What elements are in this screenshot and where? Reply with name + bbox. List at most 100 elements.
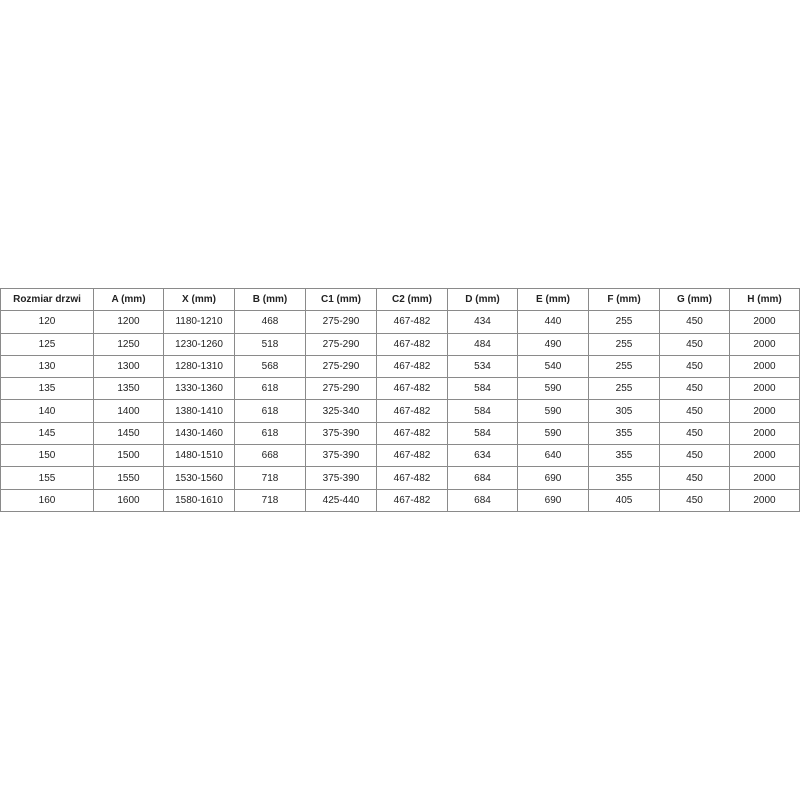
table-cell: 1350 — [93, 377, 164, 401]
table-cell: 450 — [659, 421, 730, 446]
table-cell: 160 — [0, 488, 94, 512]
table-cell: 690 — [517, 488, 589, 512]
column-header: D (mm) — [447, 287, 518, 312]
column-header: A (mm) — [93, 287, 164, 312]
table-cell: 467-482 — [376, 377, 448, 401]
table-cell: 1480-1510 — [163, 444, 235, 468]
table-cell: 1250 — [93, 332, 164, 356]
table-row: 140 1400 1380-1410 618 325-340 467-482 584 590 3… — [0, 399, 800, 423]
table-cell: 618 — [234, 377, 306, 401]
table-cell: 1530-1560 — [163, 466, 235, 490]
table-cell: 1280-1310 — [163, 354, 235, 379]
table-cell: 2000 — [729, 354, 800, 379]
table-row: 125 1250 1230-1260 518 275-290 467-482 484 490 2… — [0, 332, 800, 356]
table-cell: 375-390 — [305, 444, 377, 468]
table-cell: 275-290 — [305, 332, 377, 356]
column-header: E (mm) — [517, 287, 589, 312]
table-cell: 2000 — [729, 310, 800, 334]
table-cell: 305 — [588, 399, 660, 423]
table-row: 160 1600 1580-1610 718 425-440 467-482 684 690 4… — [0, 488, 800, 512]
table-cell: 718 — [234, 466, 306, 490]
table-cell: 425-440 — [305, 488, 377, 512]
table-cell: 718 — [234, 488, 306, 512]
table-cell: 1600 — [93, 488, 164, 512]
table-cell: 618 — [234, 421, 306, 446]
table-cell: 125 — [0, 332, 94, 356]
column-header: F (mm) — [588, 287, 660, 312]
table-cell: 690 — [517, 466, 589, 490]
table-cell: 2000 — [729, 488, 800, 512]
table-cell: 450 — [659, 444, 730, 468]
table-row: 155 1550 1530-1560 718 375-390 467-482 684 690 3… — [0, 466, 800, 490]
table-cell: 1580-1610 — [163, 488, 235, 512]
table-cell: 255 — [588, 310, 660, 334]
table-cell: 375-390 — [305, 421, 377, 446]
table-cell: 634 — [447, 444, 518, 468]
table-cell: 434 — [447, 310, 518, 334]
table-cell: 145 — [0, 421, 94, 446]
table-cell: 2000 — [729, 466, 800, 490]
table-cell: 450 — [659, 466, 730, 490]
table-cell: 1430-1460 — [163, 421, 235, 446]
table-cell: 590 — [517, 377, 589, 401]
table-cell: 467-482 — [376, 354, 448, 379]
table-row: 120 1200 1180-1210 468 275-290 467-482 434 440 2… — [0, 310, 800, 334]
table-cell: 568 — [234, 354, 306, 379]
table-cell: 275-290 — [305, 377, 377, 401]
table-cell: 684 — [447, 488, 518, 512]
table-cell: 255 — [588, 354, 660, 379]
column-header: H (mm) — [729, 287, 800, 312]
table-cell: 1230-1260 — [163, 332, 235, 356]
table-cell: 1450 — [93, 421, 164, 446]
table-cell: 155 — [0, 466, 94, 490]
table-cell: 255 — [588, 377, 660, 401]
table-cell: 518 — [234, 332, 306, 356]
table-row: 150 1500 1480-1510 668 375-390 467-482 634 640 3… — [0, 444, 800, 468]
table-cell: 467-482 — [376, 488, 448, 512]
table-cell: 120 — [0, 310, 94, 334]
table-cell: 355 — [588, 421, 660, 446]
table-cell: 684 — [447, 466, 518, 490]
table-cell: 590 — [517, 421, 589, 446]
table-cell: 534 — [447, 354, 518, 379]
table-cell: 467-482 — [376, 310, 448, 334]
table-cell: 1200 — [93, 310, 164, 334]
column-header: Rozmiar drzwi — [0, 287, 94, 312]
table-cell: 450 — [659, 399, 730, 423]
table-cell: 2000 — [729, 332, 800, 356]
table-cell: 584 — [447, 421, 518, 446]
table-cell: 618 — [234, 399, 306, 423]
table-cell: 440 — [517, 310, 589, 334]
table-cell: 467-482 — [376, 399, 448, 423]
table-cell: 484 — [447, 332, 518, 356]
table-cell: 355 — [588, 466, 660, 490]
table-cell: 467-482 — [376, 421, 448, 446]
table-header-row: Rozmiar drzwi A (mm) X (mm) B (mm) C1 (mm) C2… — [0, 287, 800, 312]
table-cell: 590 — [517, 399, 589, 423]
table-cell: 275-290 — [305, 310, 377, 334]
table-cell: 450 — [659, 310, 730, 334]
table-cell: 1330-1360 — [163, 377, 235, 401]
table-cell: 640 — [517, 444, 589, 468]
table-cell: 325-340 — [305, 399, 377, 423]
table-cell: 375-390 — [305, 466, 377, 490]
table-cell: 490 — [517, 332, 589, 356]
column-header: C1 (mm) — [305, 287, 377, 312]
table-cell: 540 — [517, 354, 589, 379]
table-cell: 1400 — [93, 399, 164, 423]
table-cell: 140 — [0, 399, 94, 423]
table-cell: 450 — [659, 488, 730, 512]
table-cell: 135 — [0, 377, 94, 401]
table-cell: 467-482 — [376, 444, 448, 468]
table-row: 130 1300 1280-1310 568 275-290 467-482 534 540 2… — [0, 354, 800, 379]
table-cell: 255 — [588, 332, 660, 356]
table-cell: 450 — [659, 332, 730, 356]
table-cell: 467-482 — [376, 332, 448, 356]
dimensions-table: Rozmiar drzwi A (mm) X (mm) B (mm) C1 (mm) C2… — [0, 287, 800, 512]
column-header: X (mm) — [163, 287, 235, 312]
table-cell: 2000 — [729, 444, 800, 468]
table-cell: 584 — [447, 377, 518, 401]
column-header: C2 (mm) — [376, 287, 448, 312]
table-cell: 1180-1210 — [163, 310, 235, 334]
table-cell: 2000 — [729, 421, 800, 446]
